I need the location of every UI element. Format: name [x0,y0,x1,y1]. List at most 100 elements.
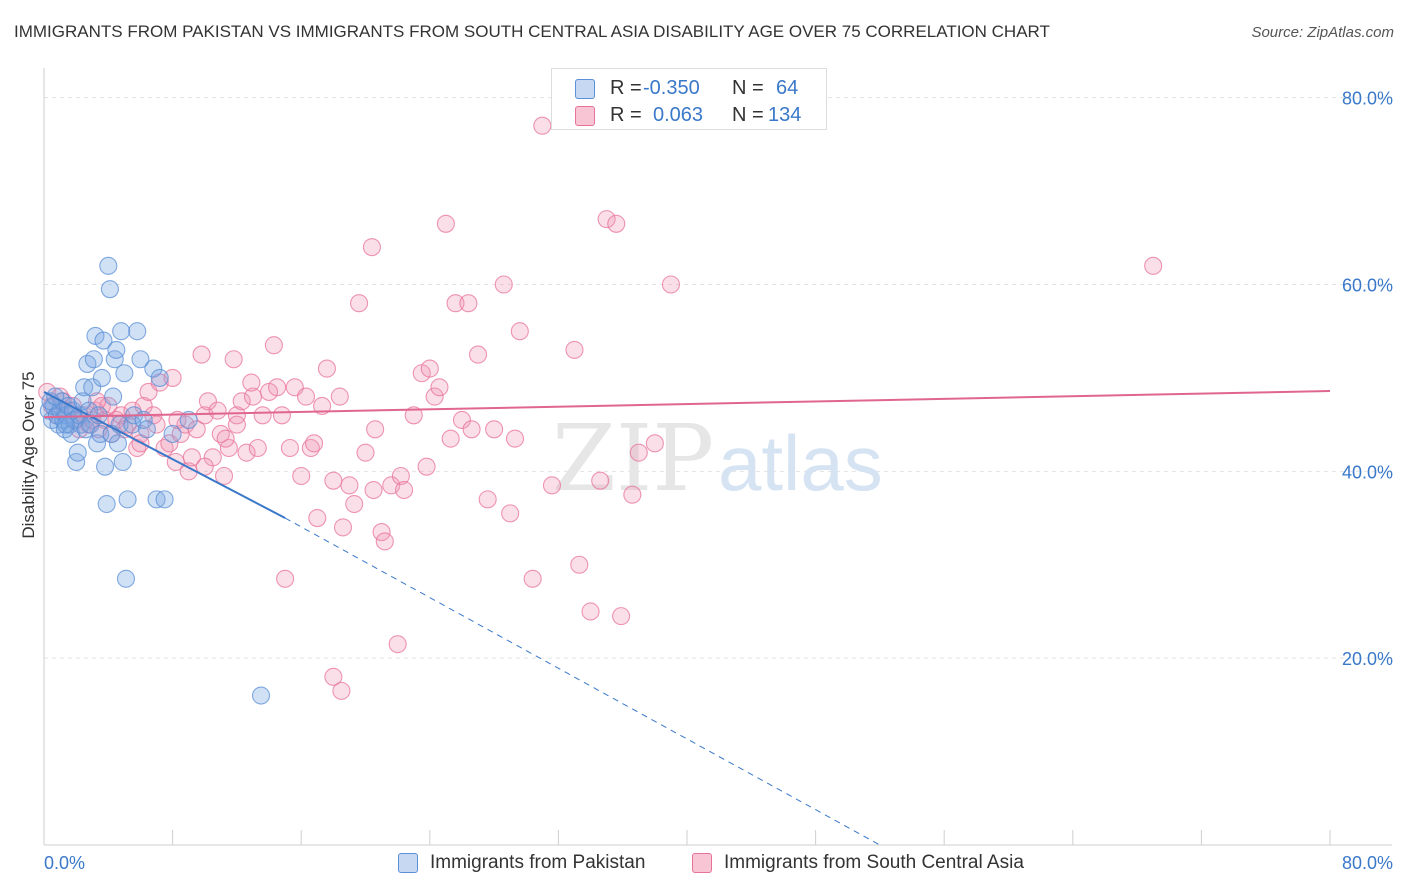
point-pakistan [115,364,134,383]
watermark-atlas: atlas [718,419,883,507]
point-south-central-asia [468,345,488,364]
point-pakistan [116,569,136,588]
point-south-central-asia [232,392,251,411]
x-tick-label: 0.0% [44,853,85,873]
point-south-central-asia [253,406,272,425]
point-pakistan [92,368,111,387]
point-south-central-asia [425,387,444,406]
trend-line-pakistan [43,391,286,519]
trend-lines [43,390,1331,846]
y-tick-label: 80.0% [1342,89,1393,109]
point-pakistan [73,392,92,411]
point-south-central-asia [248,438,267,458]
point-pakistan [78,354,97,373]
point-south-central-asia [462,420,481,439]
point-south-central-asia [533,116,552,135]
point-south-central-asia [366,420,385,439]
stats-swatch-south-central-asia [575,106,595,126]
point-south-central-asia [333,518,353,537]
x-tick-label: 80.0% [1342,853,1393,873]
legend-item-pakistan[interactable]: Immigrants from Pakistan [398,852,645,874]
point-pakistan [131,350,150,369]
legend-item-south-central-asia[interactable]: Immigrants from South Central Asia [692,852,1024,874]
trend-line-south-central-asia [43,390,1331,419]
point-pakistan [84,350,103,369]
point-south-central-asia [430,378,449,397]
y-axis-label: Disability Age Over 75 [19,371,38,538]
point-pakistan [128,322,147,341]
y-tick-label: 20.0% [1342,649,1393,669]
point-south-central-asia [182,448,201,467]
point-south-central-asia [395,480,414,500]
stats-r-label: R = [610,104,642,126]
point-south-central-asia [581,602,600,621]
series-pakistan [39,256,271,705]
point-south-central-asia [264,336,283,355]
point-pakistan [99,256,118,275]
point-pakistan [179,410,198,430]
point-pakistan [46,387,65,406]
point-pakistan [150,368,169,387]
stats-row-pakistan: R = -0.350 N = 64 [552,75,828,101]
point-south-central-asia [227,406,246,425]
point-pakistan [104,387,123,406]
point-south-central-asia [417,457,436,476]
source-label: Source: ZipAtlas.com [1251,24,1394,41]
point-south-central-asia [565,340,584,359]
stats-n-value-south-central-asia: 134 [768,104,802,126]
point-south-central-asia [296,387,316,406]
watermark: ZIP atlas [552,405,883,512]
legend: Immigrants from Pakistan Immigrants from… [0,850,1406,880]
grid [44,97,1392,659]
series-south-central-asia [38,116,1163,700]
point-pakistan [251,686,271,705]
legend-swatch-south-central-asia [692,853,712,873]
point-south-central-asia [330,387,349,406]
point-pakistan [163,424,182,444]
point-pakistan [83,378,102,397]
point-south-central-asia [280,438,299,458]
point-south-central-asia [364,480,383,500]
point-pakistan [100,280,119,299]
point-south-central-asia [478,490,497,509]
correlation-stats-box: R = -0.350 N = 64 R = 0.063 N = 134 [551,68,827,130]
point-pakistan [62,424,81,444]
point-south-central-asia [388,635,407,654]
point-south-central-asia [345,494,364,514]
trend-line-pakistan-extension [284,517,881,846]
point-south-central-asia [242,373,261,392]
point-south-central-asia [198,392,218,411]
point-south-central-asia [324,667,343,686]
point-pakistan [56,415,75,434]
legend-label-pakistan: Immigrants from Pakistan [430,852,646,873]
stats-n-label: N = [732,104,764,126]
point-south-central-asia [612,607,631,626]
point-south-central-asia [227,415,246,434]
point-south-central-asia [192,345,211,364]
point-south-central-asia [420,359,439,378]
point-south-central-asia [661,275,680,294]
point-south-central-asia [1144,256,1163,275]
point-pakistan [112,322,131,341]
point-south-central-asia [362,238,381,257]
stats-r-value-pakistan: -0.350 [643,77,700,99]
point-south-central-asia [494,275,513,294]
point-south-central-asia [375,532,394,551]
point-south-central-asia [308,508,327,528]
point-pakistan [97,494,116,514]
point-south-central-asia [216,429,235,448]
point-south-central-asia [313,396,332,416]
point-south-central-asia [523,569,542,588]
point-south-central-asia [501,504,520,523]
point-pakistan [137,420,156,439]
point-south-central-asia [591,471,610,490]
point-south-central-asia [446,294,465,313]
point-south-central-asia [570,555,589,574]
point-south-central-asia [317,359,336,378]
y-tick-label: 60.0% [1342,276,1393,296]
point-south-central-asia [214,466,234,486]
point-south-central-asia [505,429,525,448]
tick-labels: 20.0% 40.0% 60.0% 80.0% 0.0% 80.0% [44,89,1393,873]
point-south-central-asia [441,429,460,448]
